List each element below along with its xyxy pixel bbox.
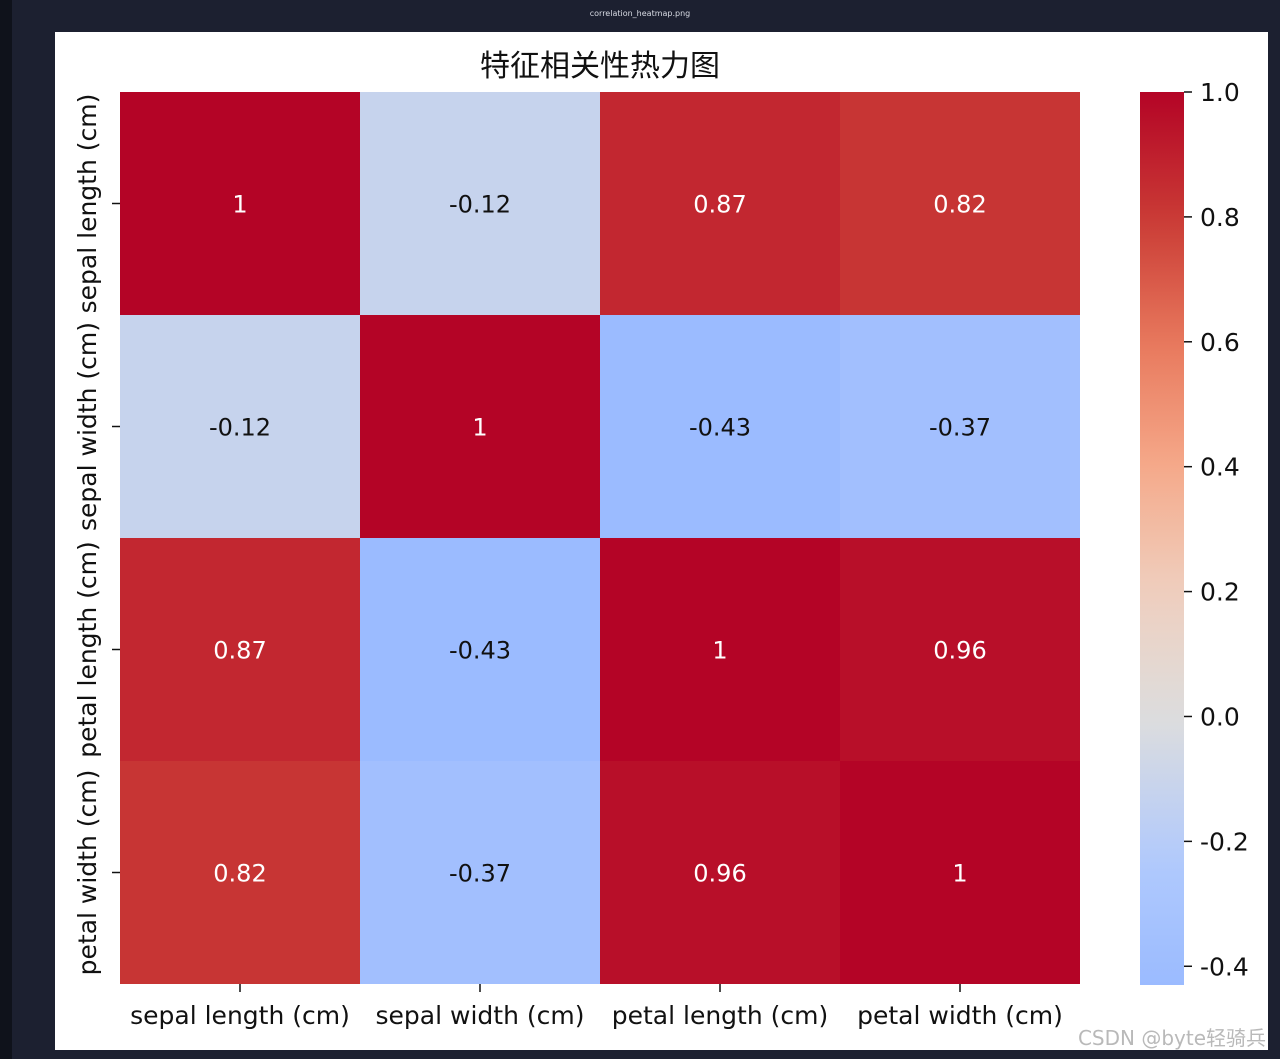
heatmap-cell-0-2 xyxy=(600,92,840,315)
colorbar-tick-label-3: 0.4 xyxy=(1200,453,1240,482)
y-tick-label-2: petal length (cm) xyxy=(73,541,102,758)
correlation-heatmap: 特征相关性热力图 1 -0.12 0.87 0.82 -0.12 1 -0.43 -0.37 0… xyxy=(73,49,1249,1030)
heatmap-cell-2-1 xyxy=(360,538,600,761)
heatmap-cell-1-3 xyxy=(840,315,1080,538)
cell-annotation-1-3: -0.37 xyxy=(929,414,991,442)
cell-annotation-2-3: 0.96 xyxy=(933,637,986,665)
colorbar-tick-label-4: 0.2 xyxy=(1200,578,1240,607)
cell-annotation-3-0: 0.82 xyxy=(213,860,266,888)
heatmap-cell-1-1 xyxy=(360,315,600,538)
cell-annotation-1-1: 1 xyxy=(472,414,487,442)
colorbar-tick-label-5: 0.0 xyxy=(1200,702,1240,731)
x-tick-label-0: sepal length (cm) xyxy=(130,1001,350,1030)
x-tick-label-1: sepal width (cm) xyxy=(376,1001,585,1030)
cell-annotation-0-1: -0.12 xyxy=(449,191,511,219)
colorbar-tick-label-6: -0.2 xyxy=(1200,827,1249,856)
heatmap-cell-0-3 xyxy=(840,92,1080,315)
heatmap-cell-3-0 xyxy=(120,761,360,984)
image-canvas: 特征相关性热力图 1 -0.12 0.87 0.82 -0.12 1 -0.43 -0.37 0… xyxy=(55,32,1268,1050)
window-left-edge xyxy=(0,0,12,1059)
cell-annotation-3-1: -0.37 xyxy=(449,860,511,888)
colorbar-tick-label-7: -0.4 xyxy=(1200,952,1249,981)
x-tick-label-2: petal length (cm) xyxy=(612,1001,829,1030)
cell-annotation-1-0: -0.12 xyxy=(209,414,271,442)
heatmap-cell-3-2 xyxy=(600,761,840,984)
cell-annotation-3-2: 0.96 xyxy=(693,860,746,888)
image-file-title: correlation_heatmap.png xyxy=(589,9,691,18)
colorbar-tick-label-2: 0.6 xyxy=(1200,328,1240,357)
cell-annotation-1-2: -0.43 xyxy=(689,414,751,442)
heatmap-cell-3-3 xyxy=(840,761,1080,984)
heatmap-cell-1-0 xyxy=(120,315,360,538)
x-tick-label-3: petal width (cm) xyxy=(857,1001,1063,1030)
heatmap-cell-2-3 xyxy=(840,538,1080,761)
heatmap-cell-2-2 xyxy=(600,538,840,761)
heatmap-cell-2-0 xyxy=(120,538,360,761)
cell-annotation-2-1: -0.43 xyxy=(449,637,511,665)
chart-title: 特征相关性热力图 xyxy=(480,49,720,84)
watermark: CSDN @byte轻骑兵 xyxy=(1077,1026,1266,1050)
heatmap-cell-0-0 xyxy=(120,92,360,315)
heatmap-cell-3-1 xyxy=(360,761,600,984)
cell-annotation-0-3: 0.82 xyxy=(933,191,986,219)
heatmap-cell-0-1 xyxy=(360,92,600,315)
y-tick-label-1: sepal width (cm) xyxy=(73,322,102,531)
cell-annotation-3-3: 1 xyxy=(952,860,967,888)
cell-annotation-2-2: 1 xyxy=(712,637,727,665)
colorbar-tick-label-0: 1.0 xyxy=(1200,78,1240,107)
y-tick-label-0: sepal length (cm) xyxy=(73,94,102,314)
cell-annotation-0-2: 0.87 xyxy=(693,191,746,219)
colorbar-tick-label-1: 0.8 xyxy=(1200,203,1240,232)
cell-annotation-2-0: 0.87 xyxy=(213,637,266,665)
colorbar xyxy=(1140,92,1184,985)
cell-annotation-0-0: 1 xyxy=(232,191,247,219)
heatmap-cell-1-2 xyxy=(600,315,840,538)
y-tick-label-3: petal width (cm) xyxy=(73,770,102,976)
